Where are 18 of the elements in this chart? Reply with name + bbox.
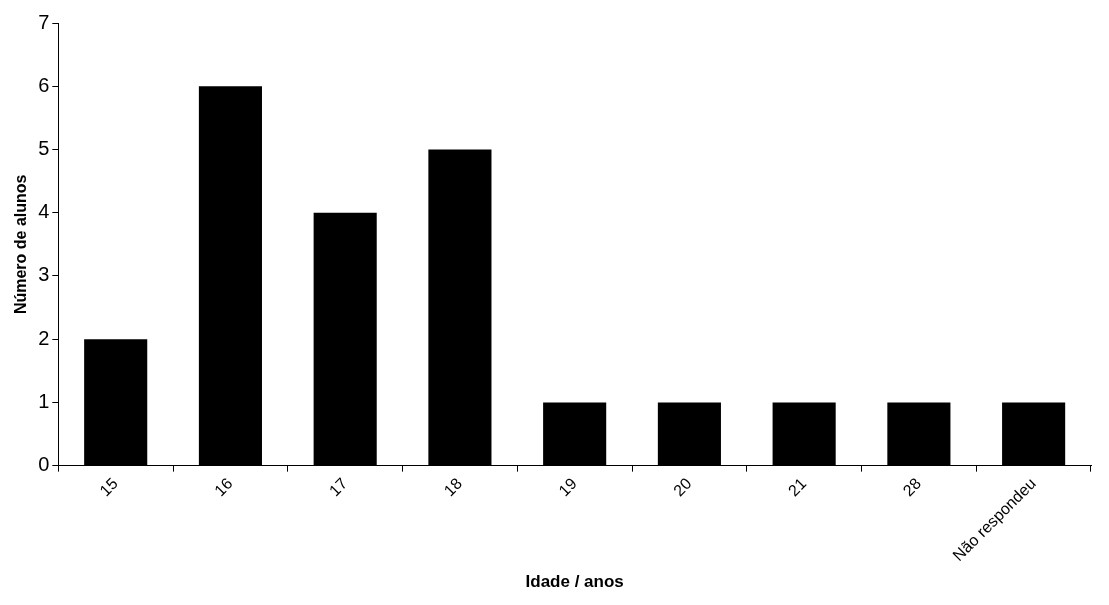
- y-tick-label: 5: [38, 136, 50, 159]
- y-tick-label: 3: [38, 263, 50, 286]
- x-tick-label: 20: [670, 474, 695, 500]
- y-tick-label: 1: [38, 389, 50, 412]
- y-axis-title: Número de alunos: [12, 174, 30, 315]
- x-tick-label: 21: [784, 474, 810, 500]
- y-tick-label: 7: [38, 10, 50, 33]
- x-tick-label: 17: [325, 474, 351, 500]
- y-tick-label: 6: [38, 73, 50, 96]
- x-tick-label: 19: [555, 474, 580, 500]
- x-tick-label: 15: [96, 474, 121, 500]
- x-tick-label: 16: [211, 474, 236, 500]
- x-tick-label: 18: [440, 474, 466, 500]
- x-axis-title: Idade / anos: [525, 572, 624, 592]
- y-tick-label: 4: [38, 200, 50, 223]
- y-tick-label: 0: [38, 453, 50, 476]
- x-tick-label: 28: [899, 474, 925, 500]
- y-tick-label: 2: [38, 326, 50, 349]
